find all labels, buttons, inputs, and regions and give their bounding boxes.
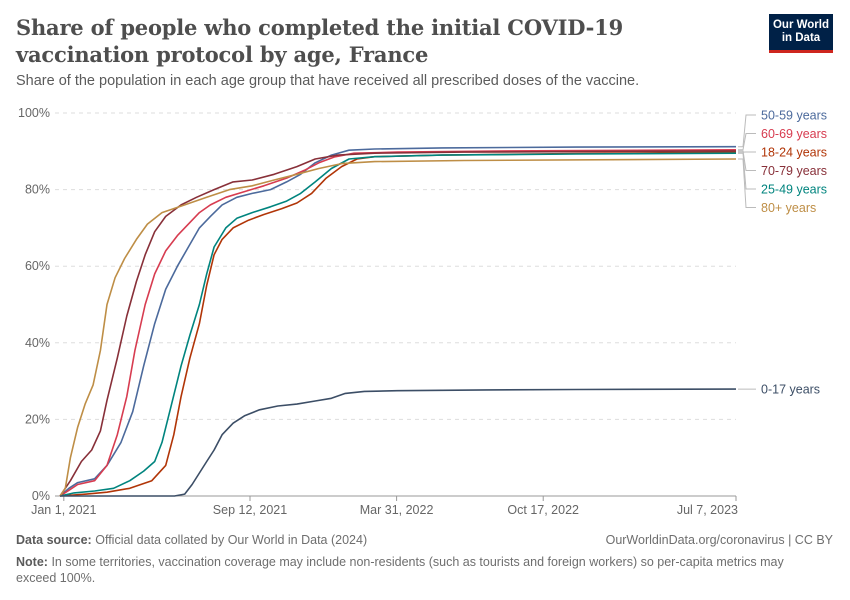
data-source: Data source: Official data collated by O… [16, 533, 367, 547]
x-tick-label: Jan 1, 2021 [31, 503, 96, 517]
series-line [59, 149, 737, 497]
logo-line-2: in Data [781, 32, 821, 44]
series-label: 50-59 years [761, 109, 827, 123]
line-chart: 0% 20% 40% 60% 80% 100% Jan 1, 2021 Sep 12, 202… [18, 106, 827, 517]
label-connector [738, 133, 756, 151]
series-label: 25-49 years [761, 183, 827, 197]
series-label: 18-24 years [761, 146, 827, 160]
series-label: 60-69 years [761, 127, 827, 141]
series-line [59, 150, 737, 497]
chart-title: Share of people who completed the initia… [16, 15, 623, 67]
x-tick-label: Jul 7, 2023 [677, 503, 738, 517]
data-source-label: Data source: [16, 533, 92, 547]
series-line [59, 145, 737, 497]
label-connector [738, 158, 756, 208]
citation-link[interactable]: OurWorldinData.org/coronavirus | CC BY [605, 533, 833, 547]
y-tick-label: 60% [25, 259, 50, 273]
series-line [59, 152, 737, 497]
series-line [59, 158, 737, 497]
footnote: Note: In some territories, vaccination c… [16, 554, 816, 586]
y-tick-label: 100% [18, 106, 50, 120]
y-tick-label: 80% [25, 183, 50, 197]
data-source-text: Official data collated by Our World in D… [95, 533, 368, 547]
note-text: In some territories, vaccination coverag… [16, 555, 784, 585]
series-label: 0-17 years [761, 383, 820, 397]
series-label: 70-79 years [761, 164, 827, 178]
x-tick-label: Sep 12, 2021 [213, 503, 287, 517]
label-layer: 50-59 years 60-69 years 18-24 years 70-79 y… [738, 109, 827, 397]
label-connector [738, 114, 756, 148]
series-label: 80+ years [761, 201, 816, 215]
series-layer [59, 145, 737, 497]
series-line [60, 388, 737, 497]
note-label: Note: [16, 555, 48, 569]
x-tick-label: Mar 31, 2022 [360, 503, 434, 517]
label-connector [738, 152, 756, 190]
axis-layer: 0% 20% 40% 60% 80% 100% Jan 1, 2021 Sep 12, 202… [18, 106, 738, 517]
y-tick-label: 20% [25, 412, 50, 426]
owid-logo[interactable]: Our World in Data [769, 14, 833, 53]
chart-subtitle: Share of the population in each age grou… [16, 73, 640, 89]
x-tick-label: Oct 17, 2022 [507, 503, 579, 517]
series-line [60, 151, 737, 497]
y-tick-label: 0% [32, 489, 50, 503]
y-tick-label: 40% [25, 336, 50, 350]
label-connector [738, 150, 756, 171]
logo-line-1: Our World [772, 19, 829, 31]
